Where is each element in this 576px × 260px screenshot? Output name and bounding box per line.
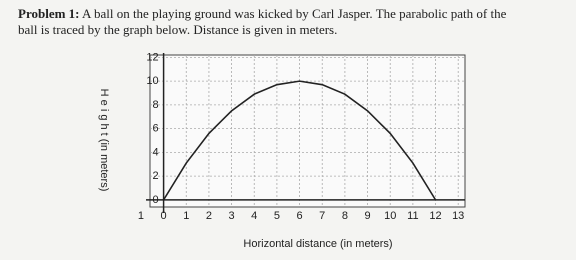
x-tick-label: 12: [429, 210, 441, 222]
x-tick-label: 11: [407, 210, 418, 222]
y-tick-label: 12: [146, 51, 158, 63]
x-tick-label: 8: [342, 210, 348, 222]
x-tick-label: 0: [161, 210, 167, 222]
y-tick-label: 8: [152, 99, 158, 111]
x-tick-label: 1: [183, 210, 189, 222]
x-tick-label: 9: [364, 210, 370, 222]
y-axis-label: H e i g h t (in meters): [98, 89, 110, 192]
y-tick-label: 2: [152, 170, 158, 182]
problem-label: Problem 1:: [18, 6, 80, 21]
x-tick-label: 1: [138, 210, 144, 222]
x-tick-label: 5: [274, 210, 280, 222]
x-tick-label: 3: [229, 210, 235, 222]
x-axis-label: Horizontal distance (in meters): [243, 238, 392, 250]
x-tick-label: 4: [251, 210, 257, 222]
trajectory-line: [162, 80, 437, 201]
y-tick-label: 6: [152, 123, 158, 135]
problem-text: Problem 1: A ball on the playing ground …: [18, 6, 507, 21]
x-tick-label: 13: [452, 210, 464, 222]
y-tick-label: 4: [152, 146, 158, 158]
problem-line: ball is traced by the graph below. Dista…: [18, 22, 337, 37]
x-tick-label: 2: [206, 210, 212, 222]
x-tick-label: 10: [384, 210, 396, 222]
y-tick-label: 10: [146, 75, 158, 87]
x-tick-label: 7: [319, 210, 325, 222]
problem-line: A ball on the playing ground was kicked …: [80, 6, 507, 21]
x-tick-label: 6: [297, 210, 303, 222]
plot-frame: [149, 54, 466, 208]
